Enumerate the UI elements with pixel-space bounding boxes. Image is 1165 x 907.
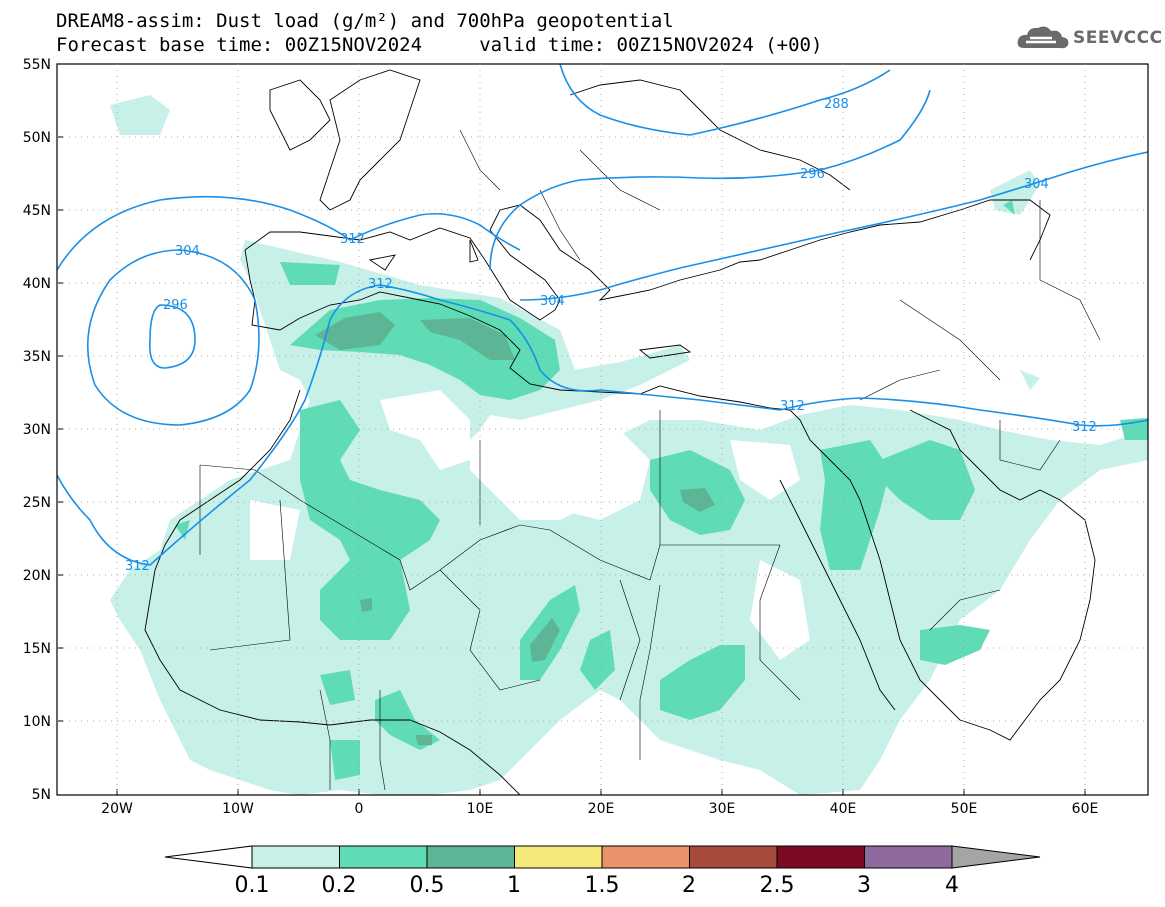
map-area: [57, 64, 1148, 795]
colorbar-segment: [339, 845, 428, 869]
lon-label: 60E: [1072, 801, 1099, 817]
lon-label: 20W: [101, 801, 133, 817]
lat-label: 15N: [23, 641, 51, 657]
lon-label: 40E: [830, 801, 857, 817]
colorbar-segment: [864, 845, 953, 869]
lon-labels: 20W 10W 0 10E 20E 30E 40E 50E 60E: [101, 801, 1098, 817]
lon-label: 50E: [951, 801, 978, 817]
lat-label: 30N: [23, 422, 51, 438]
lon-label: 10W: [222, 801, 254, 817]
lat-label: 35N: [23, 349, 51, 365]
contour-label: 304: [540, 294, 565, 309]
colorbar-label: 1.5: [585, 873, 620, 898]
contour-label: 304: [1024, 177, 1049, 192]
lon-label: 20E: [588, 801, 615, 817]
colorbar-labels: 0.1 0.2 0.5 1 1.5 2 2.5 3 4: [235, 873, 960, 898]
logo-text: SEEVCCC: [1073, 28, 1163, 48]
lat-label: 10N: [23, 714, 51, 730]
lat-label: 25N: [23, 495, 51, 511]
contour-label: 312: [125, 559, 150, 574]
seevccc-logo: SEEVCCC: [1016, 24, 1163, 52]
contour-label: 304: [175, 244, 200, 259]
contour-label: 296: [800, 167, 825, 182]
title-line-2: Forecast base time: 00Z15NOV2024 valid t…: [56, 34, 823, 56]
borders: [199, 129, 1101, 791]
colorbar-segments: [251, 845, 953, 869]
cloud-icon: [1017, 26, 1069, 49]
colorbar-high-arrow: [951, 845, 1041, 869]
dust-gaps: [250, 390, 810, 660]
contour-label: 296: [163, 298, 188, 313]
contour-label: 312: [340, 232, 365, 247]
lat-label: 55N: [23, 57, 51, 73]
contour-label: 288: [824, 97, 849, 112]
lon-label: 10E: [467, 801, 494, 817]
dust-light-shading: [110, 95, 1148, 795]
colorbar-label: 4: [945, 873, 959, 898]
colorbar-segment: [514, 845, 603, 869]
colorbar-label: 3: [857, 873, 871, 898]
lat-label: 50N: [23, 130, 51, 146]
colorbar-segment: [601, 845, 690, 869]
geopotential-contours: [57, 64, 1148, 566]
colorbar: 0.1 0.2 0.5 1 1.5 2 2.5 3 4: [164, 845, 1041, 898]
contour-label: 312: [780, 399, 805, 414]
contour-label: 312: [1072, 420, 1097, 435]
colorbar-label: 2.5: [760, 873, 795, 898]
contour-label: 312: [368, 277, 393, 292]
lon-label: 30E: [709, 801, 736, 817]
dust-dark-shading: [315, 312, 715, 745]
contour-labels: 288 296 304 312 312 304 296 304 312 312 …: [125, 97, 1097, 574]
lat-labels: 55N 50N 45N 40N 35N 30N 25N 20N 15N 10N …: [23, 57, 51, 803]
colorbar-segment: [251, 845, 340, 869]
coastlines: [144, 69, 1096, 795]
colorbar-label: 1: [507, 873, 521, 898]
lat-label: 20N: [23, 568, 51, 584]
colorbar-segment: [689, 845, 778, 869]
title-line-1: DREAM8-assim: Dust load (g/m²) and 700hP…: [56, 10, 674, 32]
colorbar-label: 0.2: [322, 873, 357, 898]
lat-label: 5N: [32, 787, 51, 803]
colorbar-label: 0.1: [235, 873, 270, 898]
colorbar-low-arrow: [164, 845, 253, 869]
colorbar-segment: [776, 845, 865, 869]
lat-label: 40N: [23, 276, 51, 292]
colorbar-label: 2: [682, 873, 696, 898]
lon-label: 0: [355, 801, 364, 817]
colorbar-label: 0.5: [410, 873, 445, 898]
colorbar-segment: [426, 845, 515, 869]
lat-label: 45N: [23, 203, 51, 219]
